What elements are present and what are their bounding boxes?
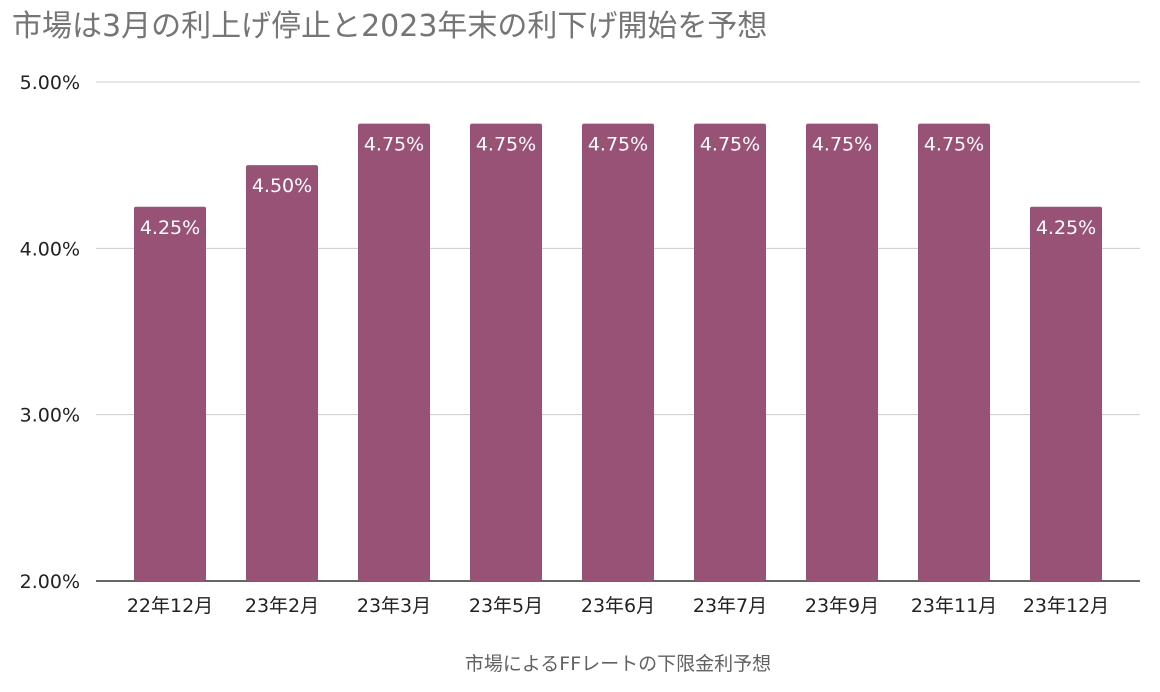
x-tick-label: 23年3月: [357, 595, 431, 617]
bar-value-label: 4.75%: [476, 134, 536, 156]
y-axis-ticks: 2.00% 3.00% 4.00% 5.00%: [20, 72, 80, 593]
bar: [470, 123, 542, 581]
bar-value-label: 4.50%: [252, 175, 312, 197]
y-tick-label: 5.00%: [20, 72, 80, 94]
bar-value-label: 4.75%: [924, 134, 984, 156]
bar-value-label: 4.75%: [700, 134, 760, 156]
bar: [1030, 206, 1102, 581]
x-tick-label: 23年12月: [1023, 595, 1109, 617]
x-tick-label: 22年12月: [127, 595, 213, 617]
y-tick-label: 2.00%: [20, 571, 80, 593]
x-axis-ticks: 22年12月 23年2月 23年3月 23年5月 23年6月 23年7月 23年9月 23年1…: [127, 595, 1109, 617]
bar: [246, 165, 318, 581]
bar: [918, 123, 990, 581]
x-tick-label: 23年5月: [469, 595, 543, 617]
x-tick-label: 23年11月: [911, 595, 997, 617]
bar: [582, 123, 654, 581]
bars: [134, 123, 1102, 581]
bar-value-label: 4.25%: [140, 217, 200, 239]
bar-value-label: 4.75%: [812, 134, 872, 156]
y-tick-label: 4.00%: [20, 238, 80, 260]
chart-title: 市場は3月の利上げ停止と2023年末の利下げ開始を予想: [12, 9, 767, 44]
x-tick-label: 23年6月: [581, 595, 655, 617]
x-axis-label: 市場によるFFレートの下限金利予想: [465, 653, 771, 675]
y-tick-label: 3.00%: [20, 405, 80, 427]
bar: [134, 206, 206, 581]
x-tick-label: 23年2月: [245, 595, 319, 617]
bar: [806, 123, 878, 581]
bar-value-labels: 4.25% 4.50% 4.75% 4.75% 4.75% 4.75% 4.75% 4.75%…: [140, 134, 1096, 239]
bar-value-label: 4.75%: [588, 134, 648, 156]
bar-value-label: 4.75%: [364, 134, 424, 156]
bar: [358, 123, 430, 581]
bar: [694, 123, 766, 581]
x-tick-label: 23年9月: [805, 595, 879, 617]
x-tick-label: 23年7月: [693, 595, 767, 617]
bar-value-label: 4.25%: [1036, 217, 1096, 239]
